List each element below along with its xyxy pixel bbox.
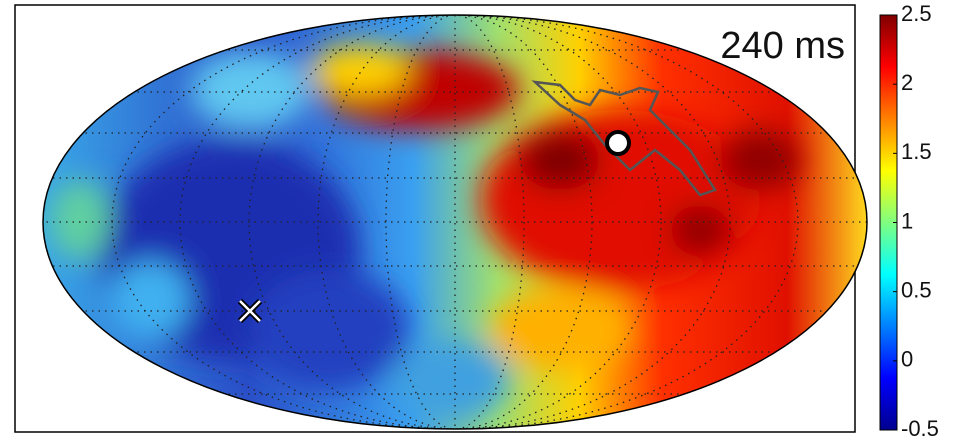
colorbar-tick-label: 0.5 [901, 277, 932, 302]
source-marker [607, 132, 629, 154]
colorbar-tick-label: 0 [901, 347, 913, 372]
colorbar-tick-label: 2 [901, 70, 913, 95]
time-label: 240 ms [720, 25, 845, 67]
colorbar: -0.5 0 0.5 1 1.5 2 2.5 [880, 1, 939, 441]
colorbar-tick-label: 2.5 [901, 1, 932, 26]
colorbar-tick-label: -0.5 [901, 416, 939, 441]
chart: 240 ms -0.5 0 0.5 1 1.5 2 2.5 [0, 0, 973, 445]
colorbar-tick-label: 1.5 [901, 139, 932, 164]
colorbar-tick-label: 1 [901, 208, 913, 233]
